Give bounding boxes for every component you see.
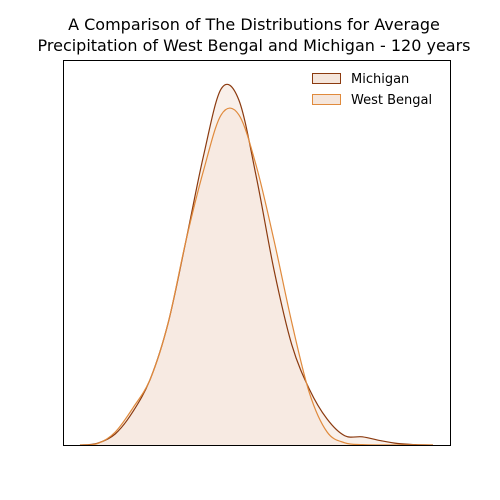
series-line-west-bengal (79, 107, 433, 446)
area-fill-west-bengal (80, 108, 433, 446)
series-lines (79, 83, 434, 446)
legend-swatch-michigan (312, 73, 341, 84)
chart-title: A Comparison of The Distributions for Av… (37, 15, 471, 55)
legend: Michigan West Bengal (312, 72, 432, 108)
legend-label-west-bengal: West Bengal (351, 93, 432, 108)
legend-swatch-west-bengal (312, 94, 341, 105)
area-fills (80, 84, 433, 446)
plot-frame (63, 60, 451, 446)
legend-label-michigan: Michigan (351, 72, 409, 87)
series-line-michigan (79, 83, 434, 446)
